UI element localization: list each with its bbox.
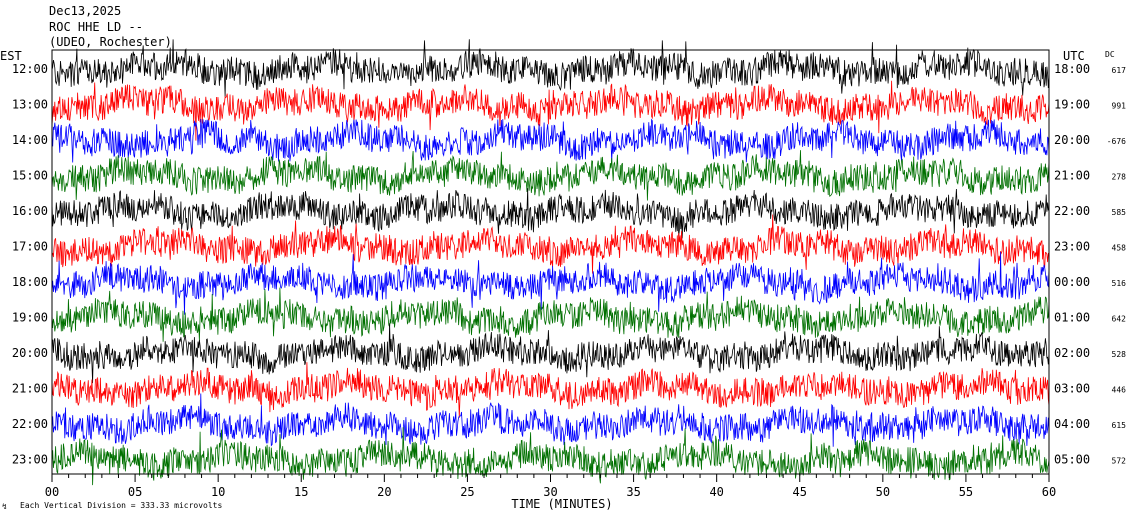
header-site: (UDEO, Rochester): [49, 35, 172, 49]
x-tick-label: 20: [377, 485, 391, 499]
trace-1900: [51, 287, 1050, 342]
trace-1700: [51, 214, 1050, 274]
x-tick-label: 55: [959, 485, 973, 499]
x-axis-title: TIME (MINUTES): [511, 497, 612, 511]
dc-offset-label: -676: [1107, 137, 1126, 146]
trace-1200: [51, 39, 1050, 97]
x-tick-label: 45: [793, 485, 807, 499]
utc-hour-label: 21:00: [1054, 169, 1090, 183]
trace-2100: [51, 362, 1050, 418]
utc-hour-label: 18:00: [1054, 62, 1090, 76]
trace-1300: [51, 80, 1050, 141]
est-hour-label: 15:00: [12, 169, 48, 183]
utc-axis-label: UTC: [1063, 49, 1085, 63]
est-hour-label: 16:00: [12, 204, 48, 218]
est-hour-label: 12:00: [12, 62, 48, 76]
x-tick-label: 25: [460, 485, 474, 499]
trace-2300: [51, 427, 1050, 486]
dc-offset-label: 585: [1112, 208, 1127, 217]
header-station: ROC HHE LD --: [49, 20, 143, 34]
utc-hour-label: 00:00: [1054, 275, 1090, 289]
dc-axis-label: DC: [1105, 50, 1115, 59]
x-tick-label: 15: [294, 485, 308, 499]
dc-offset-label: 458: [1112, 244, 1127, 253]
dc-offset-label: 617: [1112, 66, 1127, 75]
header-date: Dec13,2025: [49, 4, 121, 18]
trace-1400: [51, 118, 1050, 163]
x-tick-label: 00: [45, 485, 59, 499]
x-tick-label: 50: [876, 485, 890, 499]
utc-hour-label: 03:00: [1054, 382, 1090, 396]
x-axis-ticks: 00 05 10 15 20 25 30 35 40 45 50 55 60: [45, 474, 1056, 499]
est-hour-label: 17:00: [12, 240, 48, 254]
dc-offset-label: 991: [1112, 102, 1127, 111]
trace-2000: [51, 323, 1050, 384]
x-tick-label: 05: [128, 485, 142, 499]
trace-1500: [51, 150, 1050, 201]
dc-offset-label: 278: [1112, 173, 1127, 182]
est-hour-label: 18:00: [12, 275, 48, 289]
utc-hour-label: 22:00: [1054, 204, 1090, 218]
utc-hour-label: 23:00: [1054, 240, 1090, 254]
est-axis-label: EST: [0, 49, 22, 63]
trace-1800: [51, 251, 1050, 315]
utc-hour-label: 19:00: [1054, 98, 1090, 112]
x-tick-label: 35: [626, 485, 640, 499]
est-hour-label: 23:00: [12, 453, 48, 467]
utc-hour-label: 04:00: [1054, 417, 1090, 431]
est-hour-label: 20:00: [12, 346, 48, 360]
scale-note: Each Vertical Division = 333.33 microvol…: [20, 501, 222, 510]
utc-hour-label: 01:00: [1054, 311, 1090, 325]
est-hour-label: 14:00: [12, 133, 48, 147]
dc-offset-label: 528: [1112, 350, 1127, 359]
x-tick-label: 10: [211, 485, 225, 499]
dc-offset-label: 446: [1112, 386, 1127, 395]
est-hour-label: 19:00: [12, 311, 48, 325]
est-hour-label: 22:00: [12, 417, 48, 431]
dc-offset-label: 516: [1112, 279, 1127, 288]
scale-icon: ↯: [2, 502, 7, 511]
x-tick-label: 30: [543, 485, 557, 499]
utc-hour-label: 05:00: [1054, 453, 1090, 467]
trace-1600: [51, 188, 1050, 239]
est-hour-label: 21:00: [12, 382, 48, 396]
row-labels: 12:00 18:00 617 13:00 19:00 991 14:00 20:00 -676…: [12, 62, 1126, 467]
trace-2200: [51, 393, 1050, 447]
x-tick-label: 60: [1042, 485, 1056, 499]
dc-offset-label: 572: [1112, 457, 1127, 466]
x-tick-label: 40: [709, 485, 723, 499]
utc-hour-label: 20:00: [1054, 133, 1090, 147]
dc-offset-label: 642: [1112, 315, 1127, 324]
est-hour-label: 13:00: [12, 98, 48, 112]
seismic-traces: [51, 39, 1050, 486]
dc-offset-label: 615: [1112, 421, 1127, 430]
utc-hour-label: 02:00: [1054, 346, 1090, 360]
